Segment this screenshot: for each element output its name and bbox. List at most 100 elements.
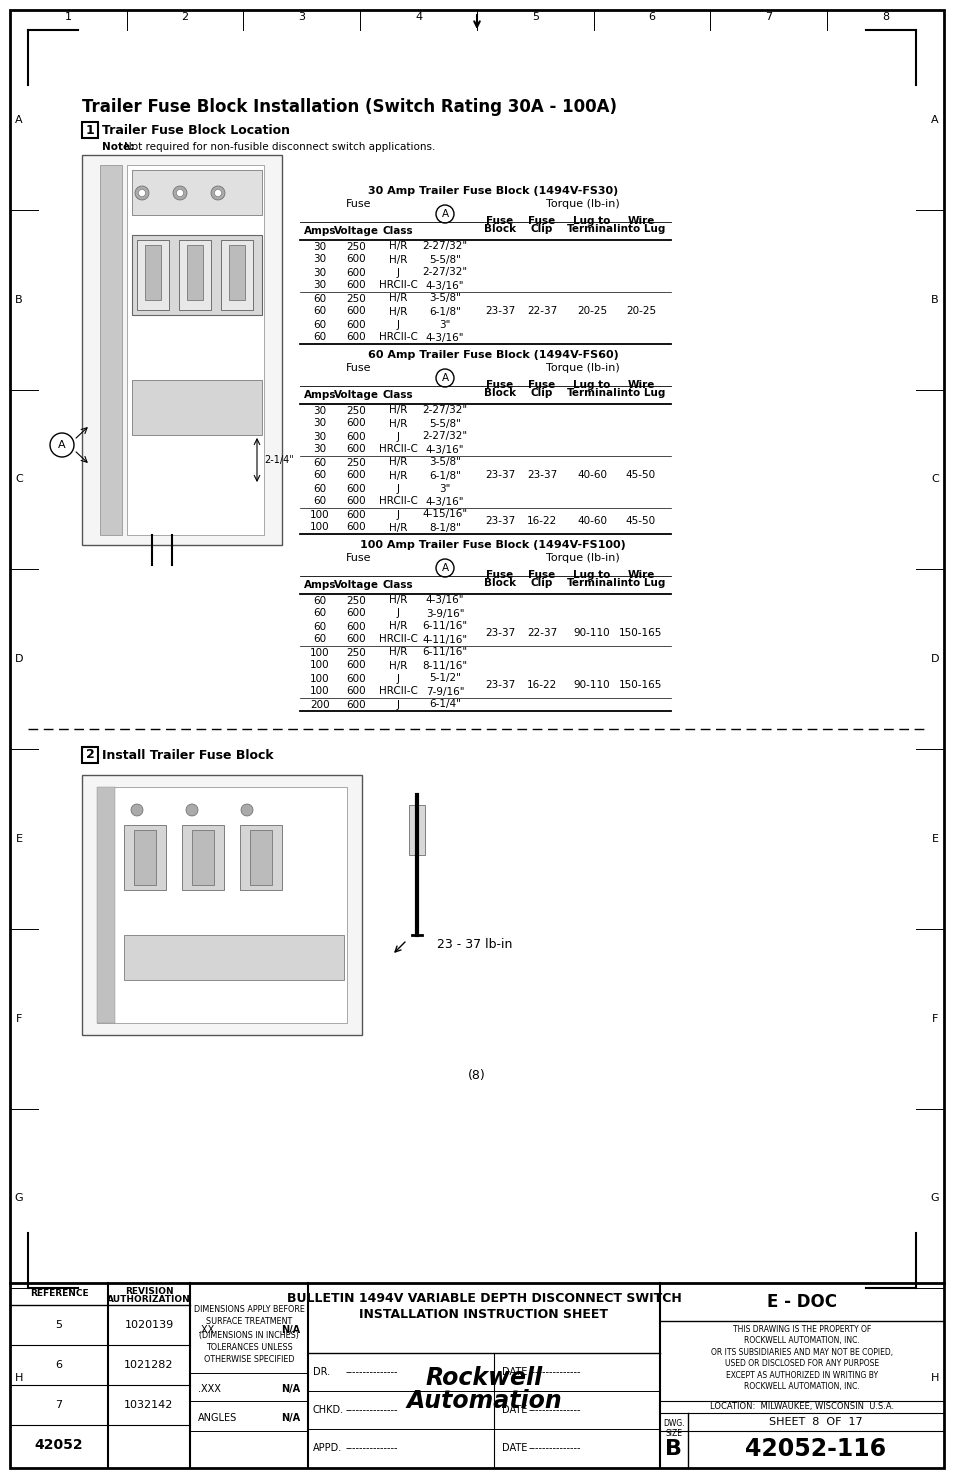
Text: H/R: H/R bbox=[389, 307, 407, 317]
Text: 23-37: 23-37 bbox=[484, 516, 515, 527]
Text: 5-1/2": 5-1/2" bbox=[429, 674, 460, 683]
Text: DIMENSIONS APPLY BEFORE
SURFACE TREATMENT: DIMENSIONS APPLY BEFORE SURFACE TREATMEN… bbox=[193, 1305, 304, 1326]
Text: Lug to: Lug to bbox=[573, 381, 610, 389]
Text: Block: Block bbox=[483, 224, 516, 235]
Text: ---------------: --------------- bbox=[529, 1443, 581, 1453]
Circle shape bbox=[214, 189, 221, 196]
Text: 600: 600 bbox=[346, 634, 365, 645]
Text: 150-165: 150-165 bbox=[618, 680, 662, 690]
Text: ---------------: --------------- bbox=[346, 1406, 398, 1415]
Text: 4-11/16": 4-11/16" bbox=[422, 634, 467, 645]
Text: 4-3/16": 4-3/16" bbox=[425, 280, 464, 291]
Text: 100: 100 bbox=[310, 661, 330, 671]
Text: 30: 30 bbox=[314, 280, 326, 291]
Text: 3": 3" bbox=[438, 320, 450, 329]
Text: 60: 60 bbox=[314, 320, 326, 329]
Text: 5: 5 bbox=[55, 1320, 63, 1330]
Circle shape bbox=[436, 369, 454, 386]
Text: Class: Class bbox=[382, 389, 413, 400]
Text: 1021282: 1021282 bbox=[124, 1360, 173, 1370]
Text: Not required for non-fusible disconnect switch applications.: Not required for non-fusible disconnect … bbox=[124, 142, 435, 152]
Text: Trailer Fuse Block Location: Trailer Fuse Block Location bbox=[102, 124, 290, 137]
Text: F: F bbox=[16, 1013, 22, 1024]
Text: 4-3/16": 4-3/16" bbox=[425, 596, 464, 606]
Text: 600: 600 bbox=[346, 522, 365, 532]
Text: 30: 30 bbox=[314, 406, 326, 416]
Text: into Lug: into Lug bbox=[617, 578, 664, 589]
Text: 600: 600 bbox=[346, 674, 365, 683]
Text: H/R: H/R bbox=[389, 621, 407, 631]
Text: Fuse: Fuse bbox=[486, 381, 513, 389]
Text: 40-60: 40-60 bbox=[577, 516, 606, 527]
Text: Lug to: Lug to bbox=[573, 215, 610, 226]
Text: 100: 100 bbox=[310, 686, 330, 696]
Text: Fuse: Fuse bbox=[346, 363, 372, 373]
Text: 4-3/16": 4-3/16" bbox=[425, 332, 464, 342]
Text: B: B bbox=[15, 295, 23, 305]
Bar bbox=[179, 240, 211, 310]
Text: H/R: H/R bbox=[389, 406, 407, 416]
Text: H/R: H/R bbox=[389, 242, 407, 252]
Text: N/A: N/A bbox=[280, 1413, 299, 1423]
Text: 30: 30 bbox=[314, 444, 326, 454]
Bar bbox=[132, 170, 262, 215]
Text: DR.: DR. bbox=[313, 1367, 330, 1378]
Text: 6: 6 bbox=[648, 12, 655, 22]
Text: H/R: H/R bbox=[389, 294, 407, 304]
Text: HRCII-C: HRCII-C bbox=[378, 686, 417, 696]
Text: Wire: Wire bbox=[627, 215, 654, 226]
Text: CHKD.: CHKD. bbox=[313, 1406, 344, 1415]
Text: Block: Block bbox=[483, 388, 516, 398]
Text: H/R: H/R bbox=[389, 596, 407, 606]
Text: N/A: N/A bbox=[280, 1384, 299, 1394]
Text: A: A bbox=[441, 209, 448, 218]
Circle shape bbox=[131, 804, 143, 816]
Text: 6-11/16": 6-11/16" bbox=[422, 648, 467, 658]
Text: AUTHORIZATION: AUTHORIZATION bbox=[107, 1295, 191, 1304]
Text: H/R: H/R bbox=[389, 661, 407, 671]
Text: F: F bbox=[931, 1013, 937, 1024]
Text: 2: 2 bbox=[86, 748, 94, 761]
Circle shape bbox=[186, 804, 198, 816]
Text: D: D bbox=[14, 653, 23, 664]
Text: Amps: Amps bbox=[303, 226, 335, 236]
Text: 250: 250 bbox=[346, 457, 366, 468]
Text: 250: 250 bbox=[346, 242, 366, 252]
Text: 90-110: 90-110 bbox=[573, 628, 610, 639]
Text: 600: 600 bbox=[346, 471, 365, 481]
Text: 60: 60 bbox=[314, 596, 326, 606]
Text: DATE: DATE bbox=[501, 1443, 527, 1453]
Text: REFERENCE: REFERENCE bbox=[30, 1289, 89, 1298]
Text: 60: 60 bbox=[314, 621, 326, 631]
Text: Class: Class bbox=[382, 580, 413, 590]
Text: 100 Amp Trailer Fuse Block (1494V-FS100): 100 Amp Trailer Fuse Block (1494V-FS100) bbox=[359, 540, 625, 550]
Text: 2-27/32": 2-27/32" bbox=[422, 267, 467, 277]
Text: A: A bbox=[15, 115, 23, 125]
Text: Wire: Wire bbox=[627, 381, 654, 389]
Text: Fuse: Fuse bbox=[346, 553, 372, 563]
Text: 90-110: 90-110 bbox=[573, 680, 610, 690]
Text: 600: 600 bbox=[346, 332, 365, 342]
Text: 23-37: 23-37 bbox=[484, 628, 515, 639]
Text: DATE: DATE bbox=[501, 1367, 527, 1378]
Text: 8: 8 bbox=[882, 12, 888, 22]
Text: D: D bbox=[930, 653, 939, 664]
Bar bbox=[250, 830, 272, 885]
Text: Fuse: Fuse bbox=[486, 569, 513, 580]
Text: REVISION: REVISION bbox=[125, 1286, 173, 1295]
Text: 600: 600 bbox=[346, 320, 365, 329]
Bar bbox=[82, 155, 282, 544]
Bar bbox=[192, 830, 213, 885]
Text: G: G bbox=[930, 1193, 939, 1204]
Text: 7: 7 bbox=[764, 12, 772, 22]
Text: Trailer Fuse Block Installation (Switch Rating 30A - 100A): Trailer Fuse Block Installation (Switch … bbox=[82, 97, 617, 117]
Text: 42052: 42052 bbox=[34, 1438, 83, 1451]
Text: 100: 100 bbox=[310, 674, 330, 683]
Text: 22-37: 22-37 bbox=[526, 628, 557, 639]
Text: 4-3/16": 4-3/16" bbox=[425, 444, 464, 454]
Text: J: J bbox=[396, 509, 399, 519]
Text: 600: 600 bbox=[346, 432, 365, 441]
Text: 600: 600 bbox=[346, 280, 365, 291]
Text: 6-11/16": 6-11/16" bbox=[422, 621, 467, 631]
Text: Torque (lb-in): Torque (lb-in) bbox=[545, 363, 619, 373]
